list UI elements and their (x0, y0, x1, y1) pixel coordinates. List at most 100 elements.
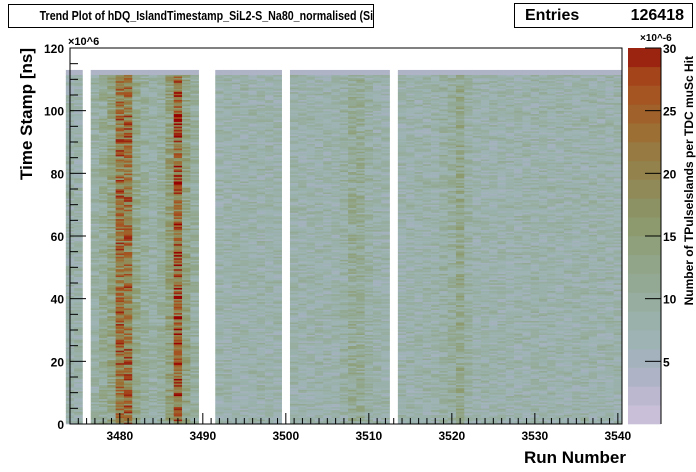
heatmap-cell (99, 199, 108, 202)
heatmap-cell (74, 370, 83, 373)
heatmap-cell (74, 394, 83, 397)
heatmap-cell (90, 84, 100, 86)
heatmap-cell (90, 116, 100, 119)
heatmap-cell (90, 312, 100, 315)
heatmap-cell (74, 414, 83, 417)
heatmap-cell (74, 132, 83, 135)
heatmap-cell (74, 261, 83, 263)
heatmap-cell (99, 109, 108, 111)
heatmap-cell (99, 105, 108, 108)
heatmap-cell (74, 298, 83, 301)
heatmap-cell (74, 195, 83, 198)
heatmap-cell (90, 328, 100, 331)
heatmap-cell (99, 84, 108, 86)
heatmap-cell (74, 229, 83, 232)
heatmap-cell (107, 389, 116, 392)
stats-box: Entries 126418 (514, 3, 693, 28)
heatmap-cell (74, 333, 83, 335)
heatmap-cell (74, 215, 83, 218)
heatmap-cell (107, 337, 116, 340)
heatmap-cell (99, 198, 108, 201)
heatmap-cell (99, 170, 108, 173)
heatmap-cell (99, 315, 108, 318)
heatmap-cell (74, 322, 83, 325)
heatmap-cell (90, 181, 100, 184)
heatmap-cell (90, 257, 100, 260)
heatmap-cell (74, 272, 83, 274)
heatmap-cell (74, 96, 83, 99)
heatmap-cell (107, 330, 116, 332)
heatmap-cell (74, 243, 83, 246)
heatmap-cell (99, 113, 108, 116)
heatmap-cell (74, 362, 83, 365)
heatmap-cell (74, 301, 83, 304)
heatmap-cell (107, 414, 116, 417)
heatmap-cell (99, 229, 108, 232)
heatmap-cell (99, 146, 108, 149)
heatmap-cell (90, 129, 100, 132)
heatmap-cell (90, 149, 100, 152)
heatmap-cell (90, 283, 100, 285)
heatmap-cell (182, 69, 191, 72)
heatmap-cell (90, 369, 100, 372)
heatmap-cell (99, 123, 108, 126)
heatmap-cell (99, 253, 108, 256)
heatmap-cell (99, 196, 108, 199)
heatmap-cell (99, 325, 108, 328)
heatmap-cell (74, 381, 83, 384)
heatmap-cell (99, 85, 108, 88)
heatmap-cell (99, 278, 108, 281)
heatmap-cell (74, 306, 83, 309)
heatmap-cell (107, 405, 116, 408)
heatmap-cell (90, 79, 100, 82)
heatmap-cell (99, 239, 108, 241)
heatmap-cell (107, 403, 116, 406)
heatmap-cell (99, 383, 108, 386)
heatmap-cell (90, 345, 100, 348)
heatmap-cell (90, 142, 100, 144)
heatmap-cell (107, 381, 116, 384)
heatmap-cell (90, 416, 100, 419)
heatmap-cell (99, 107, 108, 110)
heatmap-cell (107, 353, 116, 356)
heatmap-cell (74, 131, 83, 133)
heatmap-cell (99, 226, 108, 229)
heatmap-cell (74, 236, 83, 238)
heatmap-cell (99, 178, 108, 180)
heatmap-cell (90, 231, 100, 234)
heatmap-cell (90, 138, 100, 141)
heatmap-cell (74, 262, 83, 265)
heatmap-cell (90, 159, 100, 162)
heatmap-cell (90, 377, 100, 379)
heatmap-cell (74, 107, 83, 110)
heatmap-cell (90, 154, 100, 157)
heatmap-cell (99, 79, 108, 82)
heatmap-cell (99, 145, 108, 147)
heatmap-cell (90, 96, 100, 99)
heatmap-cell (107, 345, 116, 348)
heatmap-cell (90, 330, 100, 332)
heatmap-cell (74, 218, 83, 221)
heatmap-cell (74, 204, 83, 207)
heatmap-cell (190, 69, 199, 72)
heatmap-cell (256, 69, 266, 72)
heatmap-cell (99, 256, 108, 259)
heatmap-cell (90, 98, 100, 100)
heatmap-cell (74, 265, 83, 268)
heatmap-cell (215, 69, 224, 72)
heatmap-cell (90, 292, 100, 295)
heatmap-cell (90, 109, 100, 111)
heatmap-cell (74, 367, 83, 370)
heatmap-cell (99, 398, 108, 401)
heatmap-cell (74, 123, 83, 126)
heatmap-cell (99, 331, 108, 334)
heatmap-cell (99, 394, 108, 397)
heatmap-cell (74, 146, 83, 149)
heatmap-cell (99, 88, 108, 91)
heatmap-cell (99, 220, 108, 223)
heatmap-cell (74, 308, 83, 310)
heatmap-cell (99, 361, 108, 364)
heatmap-cell (74, 231, 83, 234)
heatmap-cell (99, 265, 108, 268)
heatmap-cell (90, 272, 100, 274)
